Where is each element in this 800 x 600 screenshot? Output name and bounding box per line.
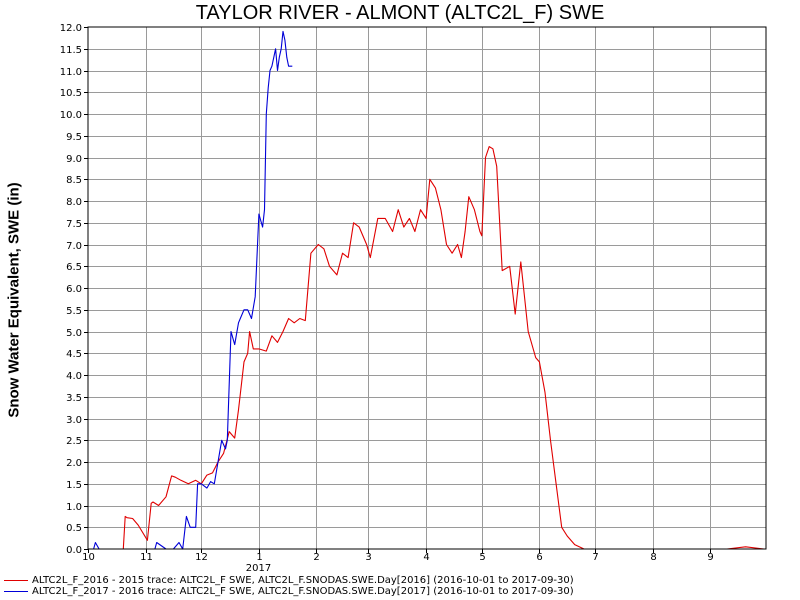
axes (84, 27, 711, 553)
y-tick-label: 9.5 (66, 132, 82, 143)
y-tick-label: 1.5 (66, 480, 82, 491)
y-tick-label: 0.0 (66, 545, 82, 556)
legend-item: ALTC2L_F_2017 - 2016 trace: ALTC2L_F SWE… (4, 586, 574, 597)
grid-lines (88, 27, 766, 549)
y-tick-label: 4.5 (66, 349, 82, 360)
chart-title: TAYLOR RIVER - ALMONT (ALTC2L_F) SWE (195, 2, 605, 24)
legend: ALTC2L_F_2016 - 2015 trace: ALTC2L_F SWE… (4, 575, 574, 597)
x-tick-label: 6 (536, 552, 542, 563)
y-tick-label: 6.5 (66, 262, 82, 273)
legend-label: ALTC2L_F_2016 - 2015 trace: ALTC2L_F SWE… (32, 574, 574, 586)
y-tick-label: 5.0 (66, 328, 82, 339)
legend-swatch (4, 580, 28, 581)
y-tick-label: 3.5 (66, 393, 82, 404)
x-tick-label: 12 (195, 552, 208, 563)
y-tick-label: 8.0 (66, 197, 82, 208)
series-line-2 (88, 30, 293, 550)
x-tick-label: 10 (82, 552, 95, 563)
y-tick-label: 6.0 (66, 284, 82, 295)
x-tick-label: 4 (423, 552, 429, 563)
y-tick-label: 10.0 (60, 110, 82, 121)
y-tick-label: 9.0 (66, 154, 82, 165)
legend-label: ALTC2L_F_2017 - 2016 trace: ALTC2L_F SWE… (32, 585, 574, 597)
y-tick-label: 7.5 (66, 219, 82, 230)
tick-labels: 0.0 0.5 1.0 1.5 2.0 2.5 3.0 3.5 4.0 4.5 5.0 5.5 6.0 6… (60, 23, 714, 574)
series-line-1 (88, 146, 765, 550)
series-lines (88, 30, 765, 550)
x-tick-label: 1 (256, 552, 262, 563)
x-tick-label: 3 (365, 552, 371, 563)
x-tick-label: 9 (707, 552, 713, 563)
plot-border (87, 26, 767, 550)
y-tick-label: 5.5 (66, 306, 82, 317)
y-tick-label: 11.5 (60, 45, 82, 56)
y-tick-label: 1.0 (66, 502, 82, 513)
x-year-label: 2017 (246, 563, 271, 574)
y-tick-label: 12.0 (60, 23, 82, 34)
y-tick-label: 8.5 (66, 175, 82, 186)
y-tick-label: 10.5 (60, 88, 82, 99)
y-tick-label: 4.0 (66, 371, 82, 382)
y-tick-label: 7.0 (66, 241, 82, 252)
legend-swatch (4, 591, 28, 592)
y-tick-label: 2.0 (66, 458, 82, 469)
x-tick-label: 2 (313, 552, 319, 563)
x-tick-label: 5 (479, 552, 485, 563)
y-tick-label: 11.0 (60, 67, 82, 78)
x-tick-label: 7 (592, 552, 598, 563)
y-tick-label: 2.5 (66, 436, 82, 447)
legend-item: ALTC2L_F_2016 - 2015 trace: ALTC2L_F SWE… (4, 575, 574, 586)
x-tick-label: 11 (140, 552, 153, 563)
y-tick-label: 3.0 (66, 415, 82, 426)
y-tick-label: 0.5 (66, 523, 82, 534)
x-tick-label: 8 (650, 552, 656, 563)
